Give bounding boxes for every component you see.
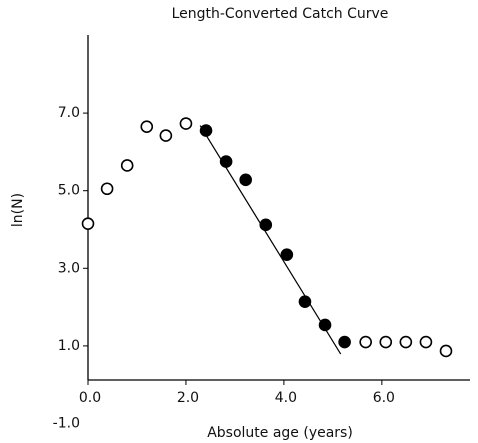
x-tick-label: 6.0: [373, 390, 395, 406]
filled-point: [239, 173, 252, 187]
chart-title: Length-Converted Catch Curve: [172, 6, 389, 22]
open-point: [419, 335, 433, 349]
y-tick-label: -1.0: [53, 416, 80, 432]
open-point: [140, 120, 154, 133]
open-point: [100, 182, 114, 196]
y-tick-label: 1.0: [58, 338, 80, 354]
open-point: [120, 159, 134, 172]
open-point: [179, 117, 193, 130]
filled-point: [280, 248, 294, 262]
y-tick-label: 7.0: [58, 105, 80, 121]
open-point: [81, 217, 95, 230]
open-point: [359, 335, 372, 349]
y-axis-label: ln(N): [10, 193, 26, 227]
y-tick-label: 5.0: [58, 183, 80, 199]
open-point: [379, 335, 393, 349]
filled-point: [338, 335, 351, 349]
filled-point: [259, 218, 273, 232]
y-tick-label: 3.0: [58, 260, 80, 276]
open-point: [399, 335, 413, 349]
x-tick-label: 4.0: [275, 390, 297, 406]
x-tick-label: 2.0: [177, 390, 199, 406]
filled-point: [298, 295, 312, 308]
filled-point: [219, 155, 233, 168]
x-axis-label: Absolute age (years): [207, 425, 353, 441]
filled-point: [318, 318, 332, 332]
x-tick-label: 0.0: [79, 390, 101, 406]
open-point: [159, 129, 173, 142]
open-point: [439, 344, 453, 358]
filled-point: [199, 124, 213, 137]
